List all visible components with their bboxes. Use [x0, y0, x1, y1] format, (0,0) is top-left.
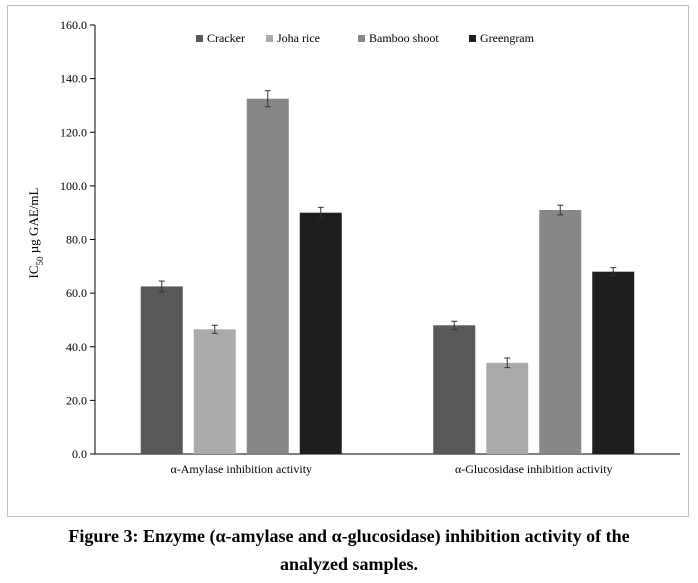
y-axis-label-rest: µg GAE/mL [26, 188, 41, 257]
category-labels: α-Amylase inhibition activity α-Glucosida… [170, 462, 612, 476]
y-tick-label: 160.0 [60, 18, 87, 32]
figure-caption: Figure 3: Enzyme (α-amylase and α-glucos… [0, 522, 698, 578]
y-axis-label-sub: 50 [35, 256, 45, 266]
y-tick-label: 0.0 [72, 447, 87, 461]
legend-label: Cracker [207, 31, 245, 45]
legend-swatch [196, 35, 203, 42]
bar-joha-rice [486, 362, 529, 454]
bar-cracker [140, 286, 183, 454]
bar-greengram [299, 212, 342, 454]
legend: Cracker Joha rice Bamboo shoot Greengram [196, 31, 535, 45]
category-label: α-Amylase inhibition activity [170, 462, 312, 476]
y-tick-label: 140.0 [60, 72, 87, 86]
category-label: α-Glucosidase inhibition activity [455, 462, 613, 476]
bar-bamboo-shoot [246, 98, 289, 454]
legend-label: Bamboo shoot [369, 31, 439, 45]
y-tick-label: 40.0 [66, 340, 87, 354]
bar-bamboo-shoot [539, 210, 582, 454]
bar-joha-rice [193, 329, 236, 454]
bar-cracker [433, 325, 476, 454]
caption-line-2: analyzed samples. [279, 554, 418, 574]
bars [140, 90, 635, 454]
y-tick-label: 120.0 [60, 125, 87, 139]
y-tick-label: 100.0 [60, 179, 87, 193]
legend-label: Greengram [480, 31, 535, 45]
chart-frame: 0.0 20.0 40.0 60.0 80.0 100.0 120.0 140.0 160.0 … [7, 5, 689, 517]
caption-line-1: Figure 3: Enzyme (α-amylase and α-glucos… [68, 526, 630, 546]
bar-greengram [592, 271, 635, 454]
y-axis-ticks: 0.0 20.0 40.0 60.0 80.0 100.0 120.0 140.0 160.0 [60, 18, 95, 461]
legend-swatch [358, 35, 365, 42]
y-tick-label: 80.0 [66, 233, 87, 247]
legend-swatch [266, 35, 273, 42]
y-axis-label-main: IC [26, 265, 41, 278]
legend-label: Joha rice [277, 31, 320, 45]
bar-chart: 0.020.040.060.080.0100.0120.0140.0160.0 … [26, 18, 680, 476]
y-axis-label: IC50 µg GAE/mL [26, 188, 45, 279]
y-tick-label: 20.0 [66, 393, 87, 407]
legend-swatch [469, 35, 476, 42]
y-tick-label: 60.0 [66, 286, 87, 300]
